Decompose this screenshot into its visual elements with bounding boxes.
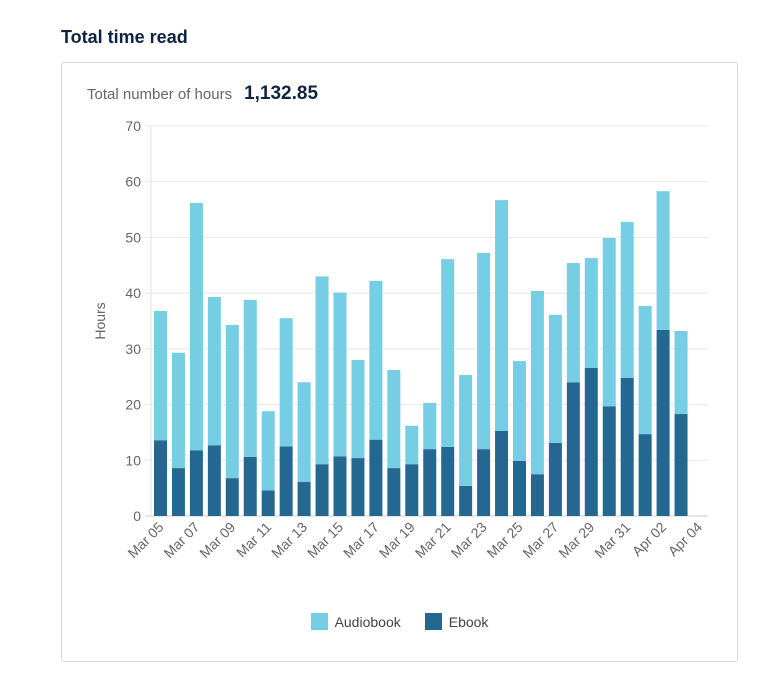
bar-audiobook xyxy=(243,299,257,457)
bar-audiobook xyxy=(405,425,419,465)
x-tick-label: Mar 31 xyxy=(591,519,633,561)
bar-ebook xyxy=(656,329,670,516)
bar-ebook xyxy=(189,450,203,516)
bar-audiobook xyxy=(423,402,437,450)
bar-audiobook xyxy=(369,280,383,440)
bar-audiobook xyxy=(566,263,580,383)
y-tick-label: 70 xyxy=(125,118,141,134)
x-tick-label: Mar 07 xyxy=(160,519,202,561)
bar-ebook xyxy=(297,482,311,516)
summary-value: 1,132.85 xyxy=(244,83,319,104)
y-tick-label: 40 xyxy=(125,285,141,301)
y-axis-label: Hours xyxy=(92,302,108,339)
bar-ebook xyxy=(566,382,580,516)
bar-audiobook xyxy=(620,221,634,378)
bar-ebook xyxy=(459,485,473,516)
y-tick-label: 0 xyxy=(133,508,141,524)
bar-ebook xyxy=(423,449,437,516)
bar-ebook xyxy=(477,449,491,516)
x-tick-label: Mar 17 xyxy=(340,519,382,561)
bar-ebook xyxy=(495,430,509,516)
bar-audiobook xyxy=(297,382,311,483)
bar-audiobook xyxy=(189,202,203,451)
bar-audiobook xyxy=(387,370,401,469)
legend-label-audiobook: Audiobook xyxy=(334,613,401,630)
bar-ebook xyxy=(602,406,616,516)
bar-ebook xyxy=(620,377,634,516)
bar-ebook xyxy=(243,456,257,516)
x-tick-label: Apr 02 xyxy=(629,519,670,560)
legend-swatch-ebook xyxy=(424,613,442,630)
bar-audiobook xyxy=(584,258,598,368)
bar-ebook xyxy=(638,434,652,516)
x-tick-label: Mar 13 xyxy=(268,519,310,561)
x-tick-label: Mar 15 xyxy=(304,519,346,561)
bar-audiobook xyxy=(602,237,616,407)
legend-item-audiobook[interactable]: Audiobook xyxy=(310,613,401,630)
bar-ebook xyxy=(351,458,365,516)
bar-audiobook xyxy=(261,411,275,491)
bar-audiobook xyxy=(207,297,221,446)
bar-ebook xyxy=(261,490,275,516)
x-tick-label: Mar 19 xyxy=(376,519,418,561)
summary: Total number of hours 1,132.85 xyxy=(87,83,318,105)
bar-audiobook xyxy=(674,331,688,415)
bar-audiobook xyxy=(656,191,670,330)
bar-ebook xyxy=(674,414,688,516)
bar-ebook xyxy=(441,446,455,516)
bar-audiobook xyxy=(638,305,652,435)
x-tick-label: Mar 23 xyxy=(448,519,490,561)
bar-audiobook xyxy=(459,375,473,486)
bar-audiobook xyxy=(495,200,509,431)
legend: Audiobook Ebook xyxy=(62,613,737,630)
x-tick-label: Mar 11 xyxy=(233,519,275,561)
chart-card: Total number of hours 1,132.85 0 10 20 30 40… xyxy=(61,62,738,662)
bar-ebook xyxy=(513,460,526,516)
legend-swatch-audiobook xyxy=(310,613,328,630)
bar-ebook xyxy=(154,440,167,516)
bar-ebook xyxy=(584,367,598,516)
bar-ebook xyxy=(548,443,562,516)
bar-audiobook xyxy=(333,292,347,457)
bar-audiobook xyxy=(315,276,329,465)
bar-ebook xyxy=(387,468,401,516)
bar-ebook xyxy=(279,446,293,516)
x-tick-label: Mar 29 xyxy=(555,519,597,561)
bar-ebook xyxy=(171,468,185,516)
bar-audiobook xyxy=(171,352,185,469)
bar-audiobook xyxy=(513,361,526,461)
x-tick-label: Mar 09 xyxy=(196,519,238,561)
x-tick-label: Mar 27 xyxy=(519,519,561,561)
bar-audiobook xyxy=(351,360,365,459)
bar-audiobook xyxy=(279,318,293,447)
bar-audiobook xyxy=(154,310,167,441)
bar-ebook xyxy=(315,464,329,516)
y-tick-label: 50 xyxy=(125,229,141,245)
bar-audiobook xyxy=(477,253,491,450)
y-tick-label: 20 xyxy=(125,397,141,413)
y-tick-label: 60 xyxy=(125,174,141,190)
y-tick-label: 30 xyxy=(125,341,141,357)
x-tick-label: Mar 25 xyxy=(483,519,525,561)
legend-item-ebook[interactable]: Ebook xyxy=(424,613,489,630)
x-tick-label: Apr 04 xyxy=(665,519,706,560)
x-tick-label: Mar 21 xyxy=(412,519,454,561)
bar-ebook xyxy=(405,464,419,516)
bar-audiobook xyxy=(548,314,562,444)
bar-audiobook xyxy=(441,259,455,447)
bar-ebook xyxy=(207,445,221,516)
legend-label-ebook: Ebook xyxy=(448,613,489,630)
y-tick-label: 10 xyxy=(125,452,141,468)
summary-label: Total number of hours xyxy=(87,86,233,103)
bar-ebook xyxy=(369,439,383,516)
x-tick-label: Mar 05 xyxy=(124,519,166,561)
bar-audiobook xyxy=(225,324,239,479)
page-title: Total time read xyxy=(61,27,188,47)
bar-ebook xyxy=(333,456,347,516)
bar-ebook xyxy=(530,474,544,516)
bar-ebook xyxy=(225,478,239,516)
bar-audiobook xyxy=(530,290,544,475)
